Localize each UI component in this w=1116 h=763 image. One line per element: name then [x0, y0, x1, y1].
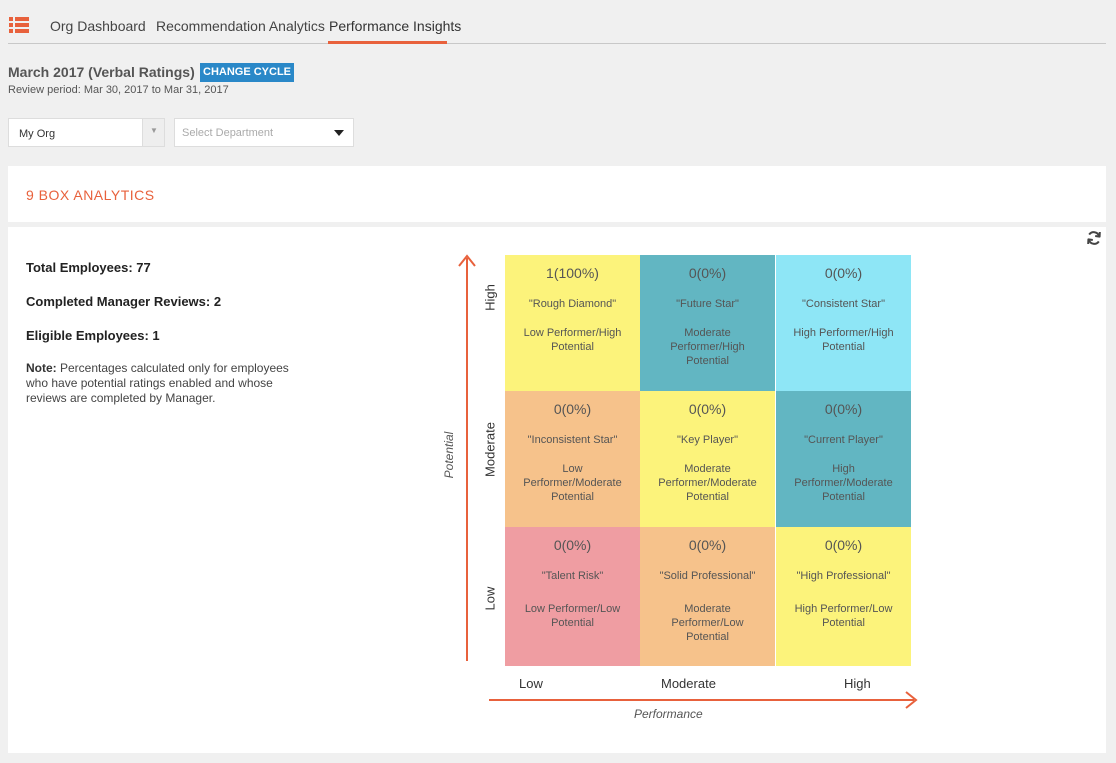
- cycle-title: March 2017 (Verbal Ratings): [8, 64, 195, 80]
- tab-recommendation-analytics[interactable]: Recommendation Analytics: [156, 18, 325, 34]
- y-level-high: High: [482, 284, 498, 311]
- note-body: Percentages calculated only for employee…: [26, 361, 289, 405]
- active-tab-indicator: [328, 41, 447, 44]
- y-level-low: Low: [482, 586, 498, 611]
- box-name: "Future Star": [676, 298, 739, 310]
- box-inconsistent-star[interactable]: 0(0%) "Inconsistent Star" Low Performer/…: [505, 391, 640, 527]
- box-count: 0(0%): [824, 265, 863, 281]
- department-select[interactable]: Select Department: [174, 118, 354, 147]
- box-count: 0(0%): [688, 537, 727, 553]
- top-navigation: Org Dashboard Recommendation Analytics P…: [0, 0, 1106, 44]
- box-name: "Consistent Star": [801, 298, 885, 310]
- box-description: Low Performer/Moderate Potential: [523, 463, 622, 503]
- box-name: "Current Player": [804, 434, 883, 446]
- box-description: High Performer/Moderate Potential: [794, 463, 893, 503]
- box-consistent-star[interactable]: 0(0%) "Consistent Star" High Performer/H…: [776, 255, 911, 391]
- box-name: "Inconsistent Star": [527, 434, 618, 446]
- x-level-low: Low: [519, 676, 543, 691]
- box-key-player[interactable]: 0(0%) "Key Player" Moderate Performer/Mo…: [640, 391, 775, 527]
- box-count: 0(0%): [553, 537, 592, 553]
- box-rough-diamond[interactable]: 1(100%) "Rough Diamond" Low Performer/Hi…: [505, 255, 640, 391]
- note-text: Note: Percentages calculated only for em…: [26, 361, 291, 406]
- box-name: "Rough Diamond": [528, 298, 617, 310]
- nine-box-panel-header: 9 BOX ANALYTICS: [8, 166, 1106, 222]
- tab-performance-insights[interactable]: Performance Insights: [329, 18, 462, 34]
- box-description: High Performer/High Potential: [793, 327, 894, 353]
- box-current-player[interactable]: 0(0%) "Current Player" High Performer/Mo…: [776, 391, 911, 527]
- box-count: 0(0%): [553, 401, 592, 417]
- y-axis-title: Potential: [442, 431, 456, 479]
- box-count: 0(0%): [688, 401, 727, 417]
- box-description: Low Performer/Low Potential: [524, 603, 621, 629]
- box-count: 0(0%): [824, 401, 863, 417]
- total-employees: Total Employees: 77: [26, 260, 151, 275]
- department-select-placeholder: Select Department: [182, 127, 274, 139]
- y-level-moderate: Moderate: [482, 422, 498, 477]
- org-select-value: My Org: [19, 128, 56, 140]
- box-name: "Solid Professional": [659, 570, 756, 582]
- chevron-down-icon: ▼: [150, 126, 158, 135]
- box-count: 1(100%): [546, 265, 599, 281]
- box-description: Moderate Performer/Moderate Potential: [658, 463, 757, 503]
- tab-org-dashboard[interactable]: Org Dashboard: [50, 18, 146, 34]
- refresh-icon[interactable]: [1086, 230, 1102, 246]
- box-description: Moderate Performer/High Potential: [670, 327, 745, 367]
- org-select[interactable]: My Org ▼: [8, 118, 165, 147]
- list-menu-icon[interactable]: [9, 17, 29, 33]
- box-name: "Key Player": [677, 434, 738, 446]
- box-solid-professional[interactable]: 0(0%) "Solid Professional" Moderate Perf…: [640, 527, 775, 666]
- change-cycle-button[interactable]: CHANGE CYCLE: [200, 63, 295, 82]
- box-count: 0(0%): [824, 537, 863, 553]
- box-name: "High Professional": [796, 570, 891, 582]
- review-period: Review period: Mar 30, 2017 to Mar 31, 2…: [8, 84, 229, 96]
- box-high-professional[interactable]: 0(0%) "High Professional" High Performer…: [776, 527, 911, 666]
- box-description: Low Performer/High Potential: [523, 327, 622, 353]
- box-future-star[interactable]: 0(0%) "Future Star" Moderate Performer/H…: [640, 255, 775, 391]
- box-talent-risk[interactable]: 0(0%) "Talent Risk" Low Performer/Low Po…: [505, 527, 640, 666]
- eligible-employees: Eligible Employees: 1: [26, 328, 160, 343]
- completed-manager-reviews: Completed Manager Reviews: 2: [26, 294, 222, 309]
- note-label: Note:: [26, 361, 57, 375]
- box-description: Moderate Performer/Low Potential: [671, 603, 744, 643]
- x-level-high: High: [844, 676, 871, 691]
- panel-title: 9 BOX ANALYTICS: [26, 187, 155, 203]
- caret-down-icon: [334, 130, 344, 136]
- box-count: 0(0%): [688, 265, 727, 281]
- x-axis-title: Performance: [634, 707, 703, 721]
- nav-divider: [8, 43, 1106, 44]
- box-name: "Talent Risk": [541, 570, 604, 582]
- x-level-moderate: Moderate: [661, 676, 716, 691]
- nine-box-grid: 1(100%) "Rough Diamond" Low Performer/Hi…: [505, 255, 911, 666]
- box-description: High Performer/Low Potential: [794, 603, 893, 629]
- org-select-toggle[interactable]: ▼: [142, 119, 164, 146]
